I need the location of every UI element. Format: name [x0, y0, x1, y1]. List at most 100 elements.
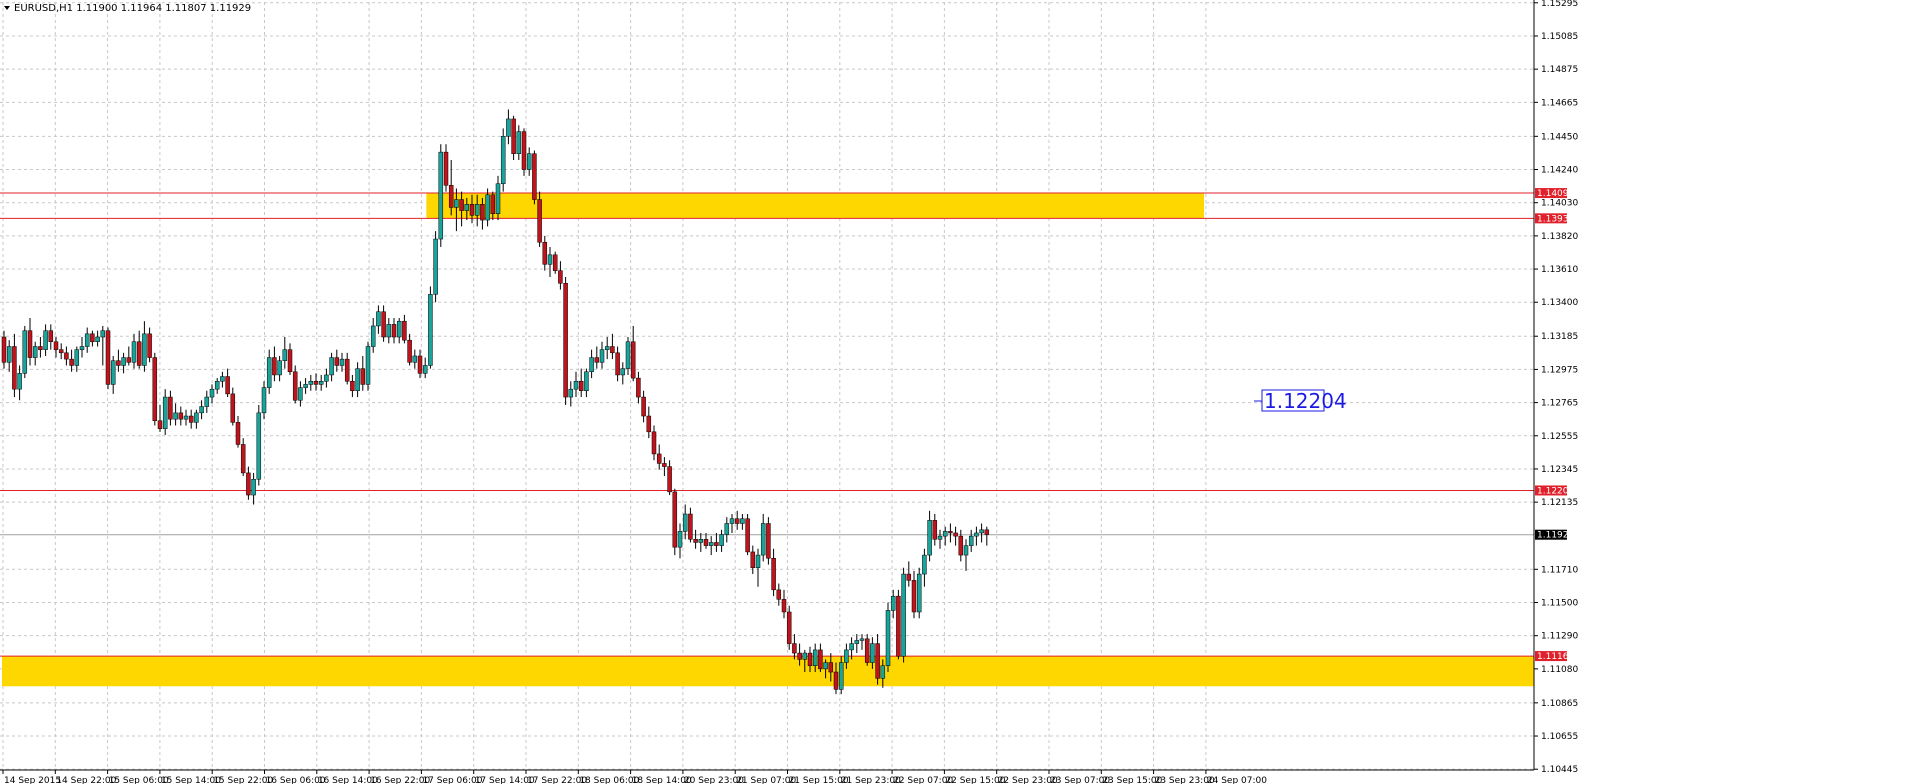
price-callout[interactable]: 1.12204 — [1254, 389, 1347, 413]
candle-body — [225, 376, 230, 395]
current-price-tag-label: 1.11929 — [1537, 531, 1574, 541]
candle-body — [173, 412, 178, 420]
candle-body — [79, 346, 85, 350]
candle-body — [422, 365, 428, 374]
candle-body — [100, 330, 106, 338]
candle-body — [901, 573, 906, 657]
time-tick-label: 23 Sep 07:00 — [1050, 776, 1110, 784]
candle-body — [516, 131, 522, 154]
candle-body — [381, 311, 386, 338]
candle-body — [714, 542, 719, 546]
candle-body — [209, 388, 215, 398]
candle-body — [32, 346, 38, 358]
candle-body — [480, 204, 485, 221]
time-tick-label: 16 Sep 06:00 — [266, 776, 326, 784]
candle-body — [370, 325, 376, 347]
candle-body — [563, 283, 568, 398]
candle-body — [792, 643, 797, 654]
time-tick-label: 15 Sep 22:00 — [213, 776, 273, 784]
level-price-tag-label: 1.11161 — [1537, 652, 1574, 662]
candle-body — [417, 355, 423, 374]
candle-body — [599, 349, 605, 363]
candle-body — [303, 384, 308, 388]
price-tick-label: 1.10655 — [1541, 732, 1578, 742]
candle-body — [953, 532, 958, 537]
time-tick-label: 21 Sep 23:00 — [841, 776, 901, 784]
candle-body — [235, 422, 241, 445]
time-tick-label: 15 Sep 14:00 — [161, 776, 221, 784]
candle-body — [246, 472, 251, 496]
candle-body — [17, 373, 22, 390]
candle-body — [547, 254, 553, 265]
time-tick-label: 21 Sep 15:00 — [789, 776, 849, 784]
candle-body — [838, 662, 844, 690]
candle-body — [6, 346, 12, 363]
candle-body — [298, 387, 303, 401]
level-price-tag — [1535, 213, 1567, 224]
zones — [2, 193, 1534, 687]
candle-body — [662, 463, 667, 467]
candle-body — [812, 649, 818, 666]
candle-body — [256, 412, 262, 480]
price-tick-label: 1.12975 — [1541, 365, 1578, 375]
time-tick-label: 18 Sep 14:00 — [632, 776, 692, 784]
price-tick-label: 1.13185 — [1541, 332, 1578, 342]
level-price-tag-label: 1.12209 — [1537, 486, 1574, 496]
candle-body — [646, 415, 652, 433]
candle-body — [355, 368, 360, 391]
candle-body — [318, 381, 324, 385]
candle-body — [365, 346, 371, 385]
support-resistance-zone[interactable] — [2, 656, 1534, 687]
candle-body — [610, 346, 615, 354]
triangle-down-icon[interactable] — [4, 6, 10, 10]
candle-body — [464, 204, 470, 211]
candle-body — [984, 529, 990, 535]
price-tags: 1.14091 1.13931 1.12209 1.11161 1.11929 — [1535, 188, 1574, 662]
candle-body — [74, 349, 80, 366]
candle-body — [511, 118, 516, 154]
candle-body — [142, 333, 147, 366]
candle-body — [932, 520, 938, 540]
candle-body — [407, 339, 412, 363]
candle-body — [682, 513, 688, 532]
price-tick-label: 1.11080 — [1541, 665, 1578, 675]
candle-body — [152, 357, 158, 422]
candle-body — [833, 671, 839, 690]
time-tick-label: 16 Sep 14:00 — [318, 776, 378, 784]
candle-body — [797, 652, 802, 660]
candle-body — [672, 491, 678, 548]
candle-body — [729, 518, 735, 524]
candle-body — [84, 333, 90, 347]
candle-body — [22, 330, 28, 374]
candle-body — [90, 333, 95, 343]
candle-body — [240, 444, 246, 474]
candle-body — [636, 377, 641, 398]
time-tick-label: 17 Sep 22:00 — [527, 776, 587, 784]
candle-body — [360, 368, 366, 385]
candle-body — [864, 638, 870, 663]
callout-label: 1.12204 — [1264, 389, 1347, 413]
candle-body — [266, 357, 272, 388]
candle-body — [828, 662, 834, 673]
price-axis[interactable]: 1.15295 1.15085 1.14875 1.14665 1.14450 1.142… — [1534, 0, 1578, 775]
candle-body — [58, 349, 64, 354]
candle-body — [526, 153, 532, 170]
support-resistance-zone[interactable] — [426, 193, 1204, 219]
candle-body — [391, 324, 397, 338]
time-tick-label: 22 Sep 23:00 — [998, 776, 1058, 784]
candle-body — [589, 357, 594, 373]
time-tick-label: 15 Sep 06:00 — [109, 776, 169, 784]
callout-box — [1261, 389, 1325, 412]
candle-body — [745, 518, 750, 553]
price-tick-label: 1.11500 — [1541, 598, 1578, 608]
candle-body — [95, 336, 100, 343]
candle-body — [110, 360, 116, 385]
candle-body — [261, 387, 267, 414]
candle-body — [48, 330, 54, 343]
candle-body — [615, 352, 620, 376]
candle-body — [272, 357, 277, 376]
candle-body — [43, 330, 48, 350]
price-tick-label: 1.12345 — [1541, 465, 1578, 475]
